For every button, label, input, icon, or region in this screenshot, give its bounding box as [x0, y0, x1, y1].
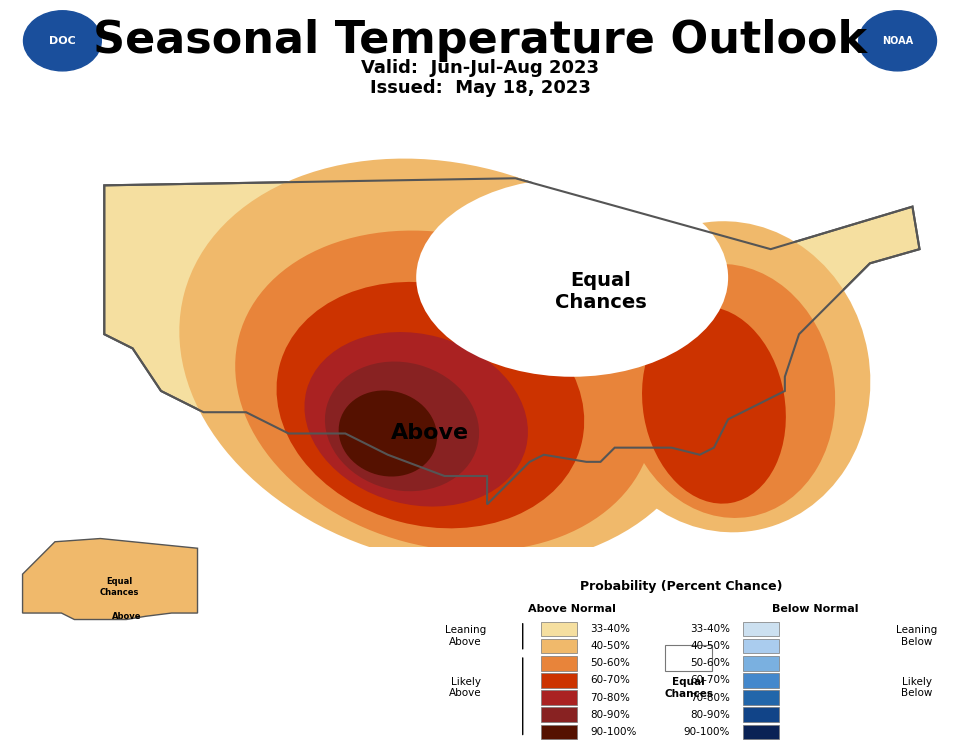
Text: 70-80%: 70-80%	[690, 692, 730, 703]
Text: Above: Above	[111, 612, 141, 621]
Bar	[540, 622, 577, 636]
Bar	[540, 673, 577, 688]
Bar	[743, 707, 780, 722]
Ellipse shape	[180, 159, 709, 567]
Text: Likely
Below: Likely Below	[901, 677, 932, 698]
Text: DOC: DOC	[49, 36, 76, 46]
Polygon shape	[105, 178, 920, 505]
Text: Below Normal: Below Normal	[773, 605, 859, 614]
Bar	[540, 656, 577, 671]
Bar	[743, 690, 780, 705]
Circle shape	[858, 10, 936, 70]
Ellipse shape	[324, 361, 479, 491]
Text: 50-60%: 50-60%	[590, 658, 630, 669]
Bar	[540, 707, 577, 722]
Bar	[665, 645, 712, 671]
Text: Equal
Chances: Equal Chances	[100, 577, 139, 597]
Text: 33-40%: 33-40%	[690, 624, 730, 634]
Bar	[540, 690, 577, 705]
Text: NOAA: NOAA	[882, 36, 913, 46]
Bar	[540, 639, 577, 654]
Text: Leaning
Above: Leaning Above	[445, 626, 487, 647]
Text: Equal
Chances: Equal Chances	[664, 677, 713, 699]
Text: 80-90%: 80-90%	[690, 710, 730, 720]
Circle shape	[23, 10, 101, 70]
Bar	[743, 639, 780, 654]
Text: 33-40%: 33-40%	[590, 624, 630, 634]
Polygon shape	[22, 539, 198, 620]
Bar	[743, 656, 780, 671]
Text: Above: Above	[392, 424, 469, 444]
Text: 70-80%: 70-80%	[590, 692, 630, 703]
Text: 60-70%: 60-70%	[590, 675, 630, 686]
Text: 90-100%: 90-100%	[590, 727, 636, 737]
Text: 60-70%: 60-70%	[690, 675, 730, 686]
Ellipse shape	[276, 282, 585, 528]
Ellipse shape	[586, 221, 871, 532]
Bar	[743, 622, 780, 636]
Text: Above Normal: Above Normal	[528, 605, 616, 614]
Bar	[743, 724, 780, 739]
Ellipse shape	[417, 178, 728, 377]
Text: 80-90%: 80-90%	[590, 710, 630, 720]
Ellipse shape	[235, 231, 654, 551]
Text: 50-60%: 50-60%	[690, 658, 730, 669]
Ellipse shape	[304, 332, 528, 507]
Text: Probability (Percent Chance): Probability (Percent Chance)	[580, 580, 782, 593]
Bar	[743, 673, 780, 688]
Text: Leaning
Below: Leaning Below	[896, 626, 937, 647]
Bar	[540, 724, 577, 739]
Ellipse shape	[339, 390, 437, 476]
Text: Issued:  May 18, 2023: Issued: May 18, 2023	[370, 79, 590, 97]
Text: Seasonal Temperature Outlook: Seasonal Temperature Outlook	[93, 19, 867, 62]
Ellipse shape	[621, 264, 835, 518]
Text: 40-50%: 40-50%	[590, 641, 630, 651]
Text: 40-50%: 40-50%	[690, 641, 730, 651]
Text: Equal
Chances: Equal Chances	[555, 271, 646, 312]
Ellipse shape	[642, 306, 786, 504]
Text: Likely
Above: Likely Above	[449, 677, 482, 698]
Text: Valid:  Jun-Jul-Aug 2023: Valid: Jun-Jul-Aug 2023	[361, 59, 599, 77]
Text: 90-100%: 90-100%	[684, 727, 730, 737]
